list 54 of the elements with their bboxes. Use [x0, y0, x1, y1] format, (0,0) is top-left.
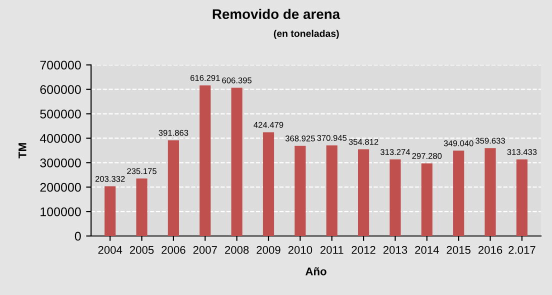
- data-label: 391.863: [158, 130, 188, 136]
- data-label: 359.633: [476, 138, 505, 144]
- x-axis-title: Año: [305, 267, 326, 276]
- data-label: 616.291: [190, 75, 220, 81]
- bar: [231, 88, 242, 236]
- x-tick-label: 2013: [383, 246, 408, 254]
- x-tick-label: 2014: [415, 246, 439, 254]
- x-tick-label: 2006: [162, 246, 186, 254]
- data-label: 313.433: [507, 149, 537, 155]
- x-tick-label: 2010: [288, 246, 312, 254]
- x-tick-label: 2012: [352, 246, 376, 254]
- bar: [326, 145, 338, 236]
- data-label: 203.332: [95, 176, 125, 182]
- x-tick-label: 2016: [478, 246, 502, 254]
- y-tick-label: 500000: [40, 110, 81, 118]
- bar: [358, 149, 370, 236]
- data-label: 370.945: [317, 135, 347, 141]
- bar: [104, 186, 116, 236]
- y-tick-label: 600000: [40, 85, 81, 94]
- y-tick-label: 200000: [40, 182, 81, 192]
- data-label: 424.479: [254, 122, 284, 128]
- data-label: 354.812: [348, 138, 378, 145]
- bar: [200, 85, 211, 236]
- x-tick-label: 2011: [320, 246, 344, 254]
- chart-subtitle: (en toneladas): [274, 30, 339, 39]
- x-tick-label: 2005: [130, 246, 154, 254]
- bar: [484, 148, 496, 236]
- y-axis-title: TM: [18, 143, 26, 158]
- y-tick-label: 700000: [40, 60, 81, 70]
- data-label: 297.280: [412, 153, 442, 159]
- bar: [453, 150, 464, 236]
- data-label: 313.274: [380, 149, 410, 155]
- bar: [168, 140, 179, 236]
- y-tick-label: 0: [74, 232, 81, 241]
- x-tick-label: 2008: [225, 246, 249, 254]
- y-tick-label: 400000: [40, 134, 81, 143]
- y-tick-label: 300000: [40, 158, 81, 168]
- x-tick-label: 2004: [98, 246, 122, 254]
- data-label: 606.395: [222, 77, 252, 84]
- x-tick-label: 2009: [256, 246, 280, 254]
- data-label: 235.175: [127, 168, 156, 174]
- x-tick-label: 2015: [446, 246, 470, 254]
- x-tick-label: 2.017: [508, 246, 536, 254]
- y-tick-label: 100000: [40, 207, 81, 216]
- bar: [421, 163, 432, 236]
- data-label: 368.925: [285, 136, 315, 142]
- data-label: 349.040: [444, 140, 474, 146]
- chart-title: Removido de arena: [212, 8, 340, 20]
- bar: [136, 178, 148, 236]
- bar: [262, 132, 274, 236]
- bar: [390, 159, 401, 236]
- bar: [294, 146, 306, 236]
- x-tick-label: 2007: [193, 246, 217, 254]
- bar: [516, 159, 528, 236]
